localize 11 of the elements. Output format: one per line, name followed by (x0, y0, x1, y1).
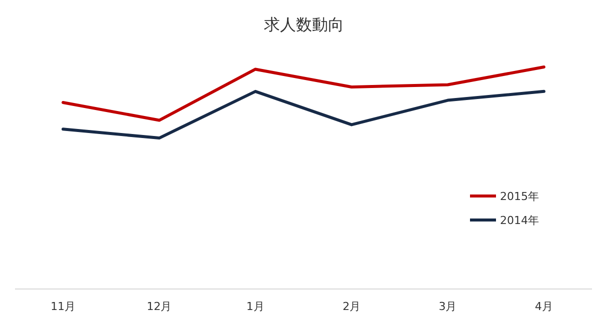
legend-label: 2014年 (500, 214, 539, 227)
legend-item: 2015年 (470, 190, 539, 203)
x-tick-label: 1月 (246, 300, 264, 313)
x-tick-label: 3月 (438, 300, 457, 313)
x-tick-label: 11月 (50, 300, 76, 313)
x-tick-label: 2月 (342, 300, 361, 313)
chart-title: 求人数動向 (264, 15, 344, 34)
legend-item: 2014年 (470, 214, 539, 227)
x-tick-label: 4月 (534, 300, 553, 313)
legend-label: 2015年 (500, 190, 539, 203)
x-tick-label: 12月 (146, 300, 172, 313)
